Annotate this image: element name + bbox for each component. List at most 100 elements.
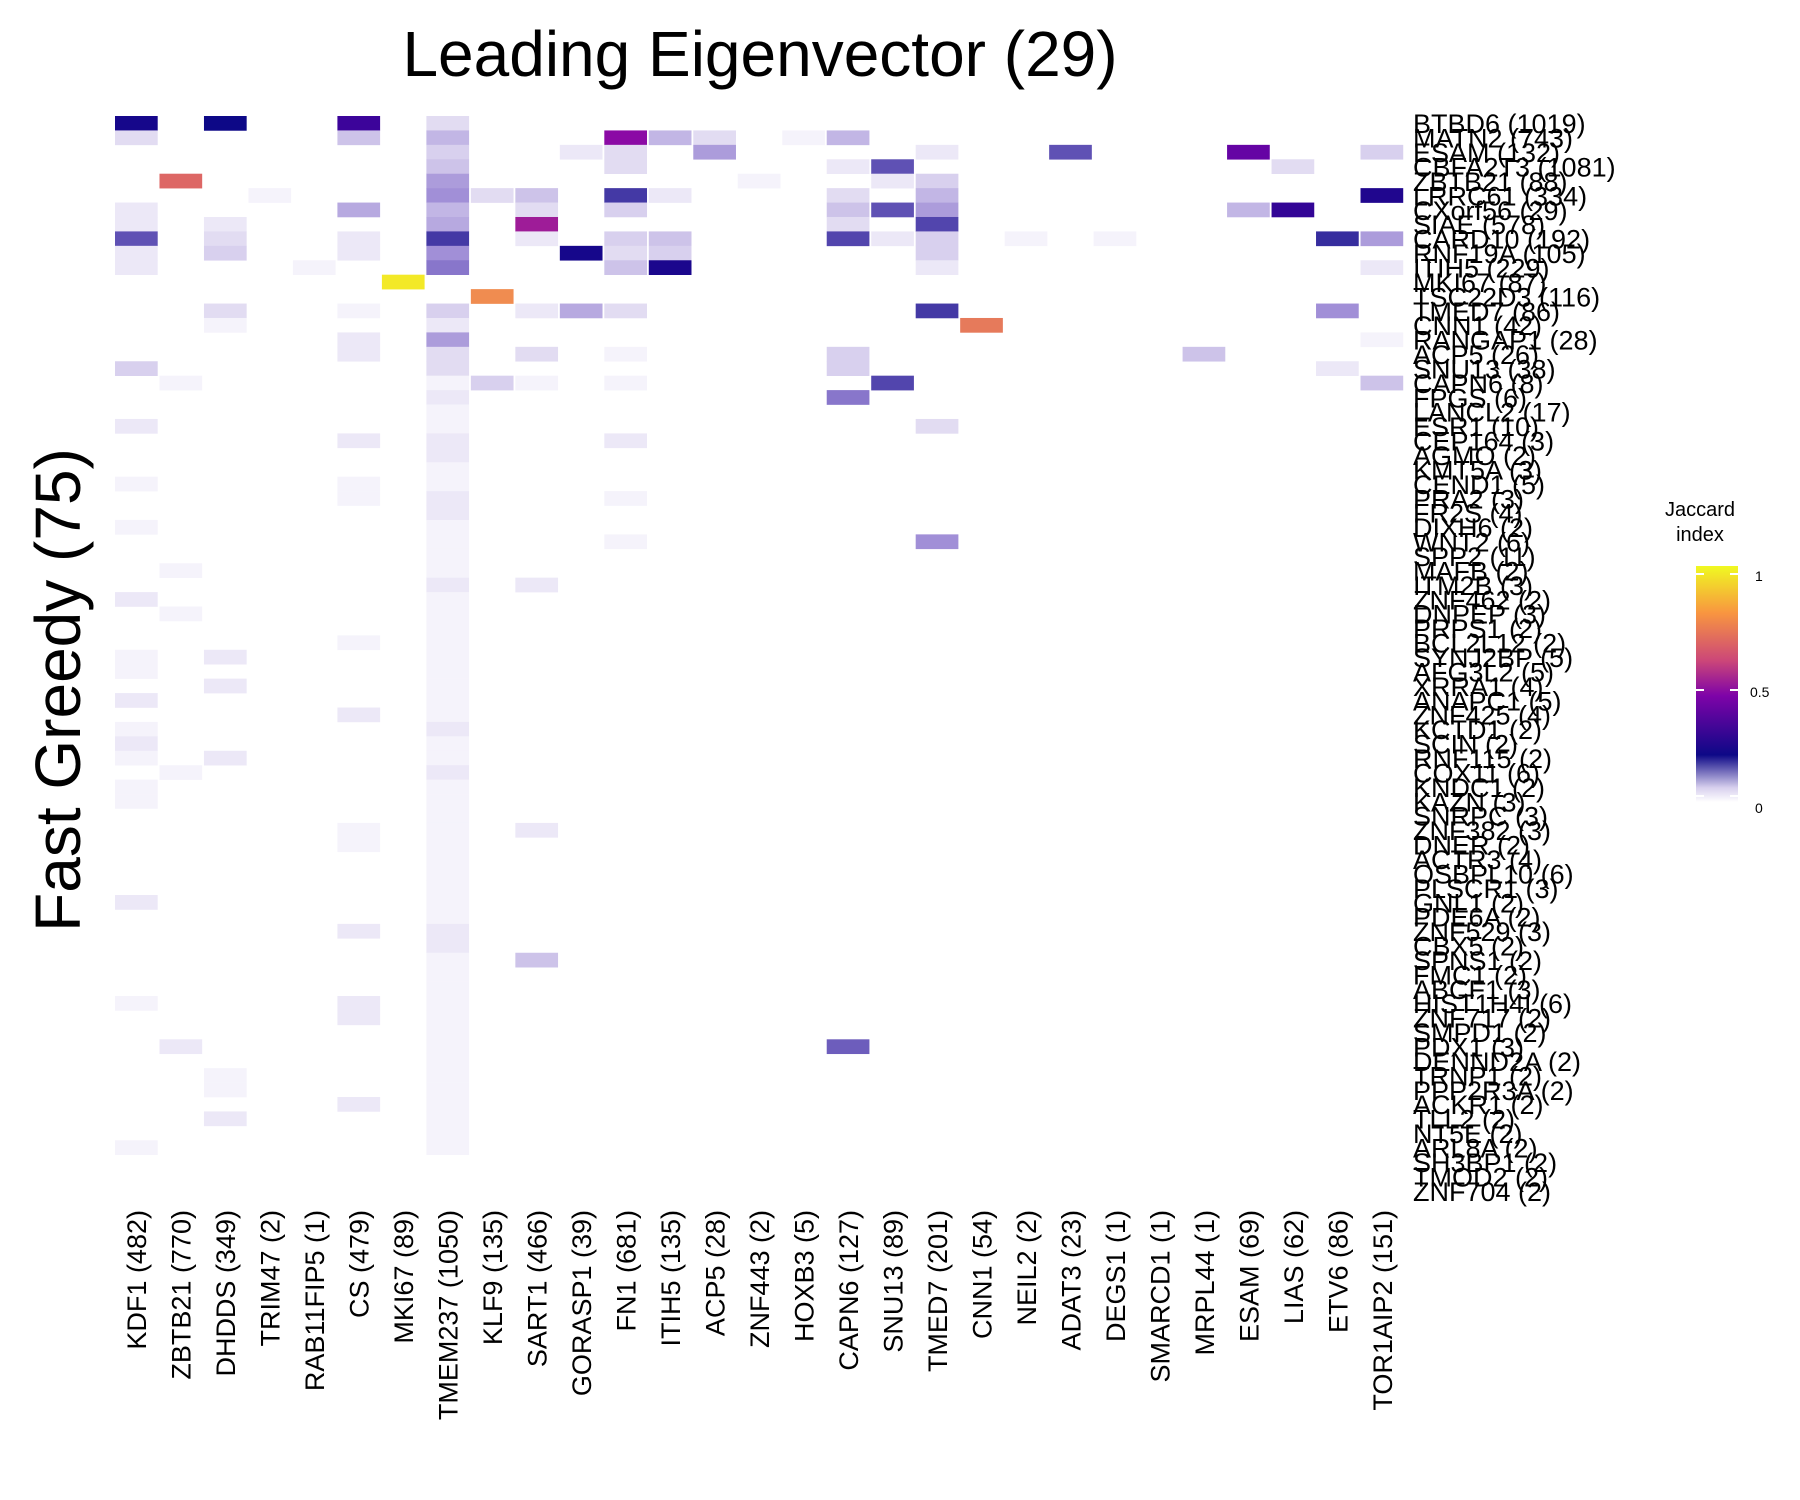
- heatmap-cell: [426, 808, 470, 824]
- heatmap-cell: [915, 245, 959, 261]
- y-tick-label: XRRA1 (4): [1413, 672, 1544, 702]
- heatmap-cell: [826, 159, 870, 175]
- heatmap-cell: [337, 346, 381, 362]
- x-tick-label: CNN1 (54): [967, 1210, 997, 1339]
- y-tick-label: TMED7 (86): [1413, 297, 1560, 327]
- heatmap-cells: [115, 116, 1404, 1156]
- heatmap-cell: [337, 303, 381, 319]
- heatmap-cell: [248, 188, 292, 203]
- heatmap-cell: [115, 202, 158, 218]
- x-tick-label: MKI67 (89): [389, 1210, 419, 1344]
- y-tick-label: CAPN6 (8): [1413, 369, 1544, 399]
- heatmap-cell: [426, 548, 470, 564]
- y-tick-label: SH3BP1 (2): [1413, 1148, 1557, 1178]
- heatmap-cell: [604, 491, 648, 506]
- y-tick-label: CEND1 (5): [1413, 470, 1545, 500]
- heatmap-cell: [426, 159, 470, 175]
- heatmap-cell: [648, 245, 692, 261]
- heatmap-cell: [115, 361, 158, 376]
- y-tick-label: OSBPL10 (6): [1413, 859, 1574, 889]
- heatmap-cell: [515, 303, 559, 319]
- y-tick-label: LRRC61 (334): [1413, 181, 1587, 211]
- heatmap-cell: [871, 173, 914, 189]
- heatmap-cell: [604, 260, 648, 275]
- heatmap-cell: [426, 144, 470, 160]
- y-tick-label: SPNS1 (2): [1413, 946, 1542, 976]
- heatmap-cell: [426, 260, 470, 275]
- heatmap-cell: [115, 116, 158, 131]
- heatmap-cell: [826, 231, 870, 247]
- heatmap-cell: [115, 779, 158, 795]
- x-tick-label: SART1 (466): [523, 1210, 553, 1367]
- y-tick-label: SNRPC (3): [1413, 802, 1548, 832]
- heatmap-cell: [426, 794, 470, 809]
- heatmap-cell: [1360, 332, 1404, 348]
- heatmap-cell: [426, 1068, 470, 1083]
- heatmap-cell: [426, 837, 470, 853]
- y-tick-label: MKI67 (87): [1413, 268, 1547, 298]
- heatmap-cell: [426, 462, 470, 477]
- heatmap-cell: [1271, 159, 1315, 175]
- heatmap-cell: [426, 765, 470, 780]
- heatmap-cell: [648, 130, 692, 146]
- x-tick-label: ACP5 (28): [701, 1210, 731, 1336]
- y-tick-label: KNDC1 (2): [1413, 773, 1545, 803]
- heatmap-cell: [648, 260, 692, 275]
- x-tick-label: TRIM47 (2): [256, 1210, 286, 1347]
- heatmap-cell: [426, 1053, 470, 1069]
- heatmap-cell: [826, 188, 870, 203]
- heatmap-cell: [426, 1111, 470, 1127]
- heatmap-cell: [693, 130, 736, 146]
- heatmap-cell: [203, 245, 247, 261]
- x-tick-label: MRPL44 (1): [1190, 1210, 1220, 1356]
- heatmap-cell: [515, 346, 559, 362]
- heatmap-cell: [292, 260, 336, 275]
- heatmap-cell: [693, 144, 736, 160]
- heatmap-cell: [648, 231, 692, 247]
- heatmap-cell: [515, 188, 559, 203]
- heatmap-cell: [426, 447, 470, 463]
- heatmap-cell: [337, 476, 381, 492]
- y-tick-label: PDX1 (3): [1413, 1033, 1524, 1063]
- heatmap-cell: [337, 996, 381, 1011]
- y-tick-label: DENND2A (2): [1413, 1047, 1581, 1077]
- heatmap-cell: [871, 159, 914, 175]
- heatmap-cell: [559, 303, 603, 319]
- y-tick-label: PPP2R3A (2): [1413, 1076, 1574, 1106]
- x-tick-label: CS (479): [345, 1210, 375, 1318]
- y-tick-label: DNPEP (3): [1413, 600, 1546, 630]
- x-tick-label: HOXB3 (5): [790, 1210, 820, 1342]
- heatmap-cell: [115, 750, 158, 766]
- heatmap-cell: [426, 1039, 470, 1055]
- heatmap-cell: [426, 1082, 470, 1098]
- y-tick-label: ZNF717 (2): [1413, 1004, 1551, 1034]
- y-tick-label: NT5E (2): [1413, 1119, 1523, 1149]
- x-tick-label: ZBTB21 (770): [167, 1210, 197, 1380]
- heatmap-cell: [826, 346, 870, 362]
- heatmap-cell: [203, 1111, 247, 1127]
- heatmap-cell: [426, 418, 470, 434]
- heatmap-cell: [915, 534, 959, 550]
- heatmap-cell: [426, 606, 470, 622]
- y-tick-label: ZNF425 (4): [1413, 701, 1551, 731]
- heatmap-cell: [426, 693, 470, 708]
- y-tick-label: RANGAP1 (28): [1413, 326, 1598, 356]
- heatmap-cell: [203, 649, 247, 665]
- heatmap-cell: [604, 346, 648, 362]
- heatmap-cell: [826, 361, 870, 376]
- heatmap-cell: [1360, 231, 1404, 247]
- heatmap-cell: [337, 116, 381, 131]
- heatmap-cell: [337, 245, 381, 261]
- heatmap-cell: [115, 231, 158, 247]
- y-tick-label: CEP164 (3): [1413, 427, 1554, 457]
- heatmap-cell: [960, 317, 1003, 333]
- heatmap-cell: [604, 303, 648, 319]
- x-axis-tick-labels: KDF1 (482) ZBTB21 (770) DHDDS (349) TRIM47 …: [122, 1210, 1398, 1420]
- heatmap-cell: [604, 534, 648, 550]
- heatmap-cell: [426, 635, 470, 651]
- heatmap-cell: [203, 1068, 247, 1083]
- y-tick-label: SMPD1 (2): [1413, 1018, 1547, 1048]
- heatmap-cell: [426, 577, 470, 593]
- heatmap-cell: [426, 592, 470, 607]
- heatmap-cell: [337, 202, 381, 218]
